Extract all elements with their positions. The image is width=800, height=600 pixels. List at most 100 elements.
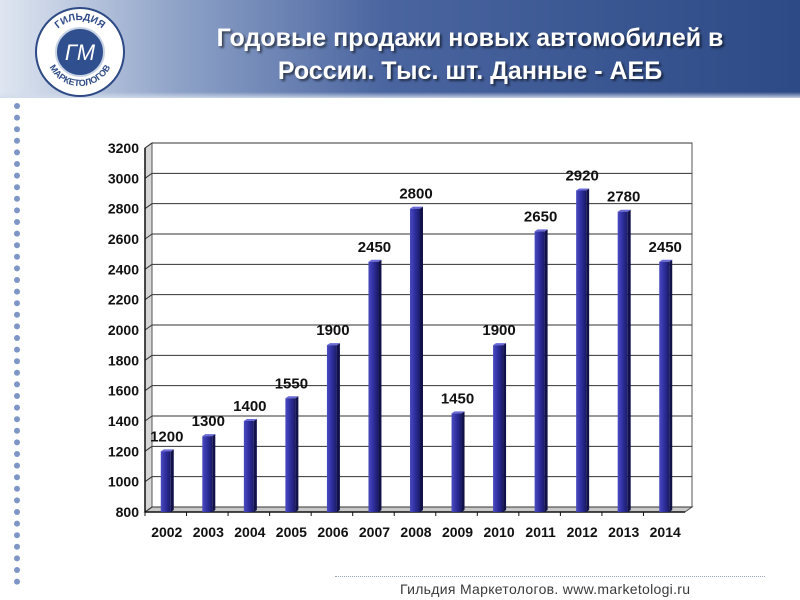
decorative-dot — [14, 520, 20, 527]
bar — [243, 421, 254, 512]
x-tick-label: 2003 — [193, 524, 224, 540]
bar-top — [451, 411, 465, 414]
bar-side — [544, 229, 548, 512]
bar-side — [212, 434, 216, 512]
gridline-side — [144, 476, 153, 483]
y-tick-label: 2800 — [108, 201, 139, 217]
bar — [285, 398, 296, 512]
gridline-side — [144, 263, 153, 270]
x-tick-label: 2006 — [317, 524, 348, 540]
bar — [160, 451, 171, 512]
bar — [659, 261, 670, 512]
gridline-side — [144, 445, 153, 452]
decorative-dot — [14, 416, 20, 423]
bar — [493, 345, 504, 512]
decorative-dot — [14, 288, 20, 295]
bar-side — [253, 419, 257, 512]
bar-top — [285, 396, 299, 399]
decorative-dot — [14, 137, 20, 144]
y-tick-label: 2400 — [108, 261, 139, 277]
data-label: 2800 — [399, 186, 432, 203]
decorative-dot — [14, 369, 20, 376]
bar-side — [378, 259, 382, 512]
decorative-dot — [14, 358, 20, 365]
y-tick-label: 800 — [116, 504, 140, 520]
decorative-dot — [14, 381, 20, 388]
decorative-dot — [14, 532, 20, 539]
gridline-side — [144, 324, 153, 331]
x-tick-label: 2008 — [400, 524, 431, 540]
bar-top — [368, 259, 382, 262]
bar-side — [586, 188, 590, 512]
x-tick-label: 2013 — [608, 524, 639, 540]
bar-side — [461, 411, 465, 512]
bar-top — [160, 449, 174, 452]
bar-side — [170, 449, 174, 512]
data-label: 2920 — [565, 167, 598, 184]
bar-top — [410, 206, 423, 209]
bar — [326, 345, 337, 512]
y-tick-label: 3200 — [108, 140, 139, 156]
bar-top — [202, 434, 216, 437]
decorative-dot — [14, 404, 20, 411]
sales-bar-chart: 800 1000 1200 1400 1600 1800 2000 2200 2400 2600 2… — [108, 140, 694, 540]
y-tick-label: 2200 — [108, 292, 139, 308]
decorative-dot — [14, 207, 20, 214]
y-tick-label: 1000 — [108, 474, 139, 490]
bar-side — [420, 206, 423, 512]
bar — [576, 190, 587, 512]
decorative-dot — [14, 578, 20, 585]
decorative-dot — [14, 242, 20, 249]
bar — [202, 436, 213, 512]
decorative-dot — [14, 126, 20, 133]
decorative-dot — [14, 393, 20, 399]
x-tick-label: 2002 — [151, 524, 182, 540]
decorative-dot — [14, 265, 20, 272]
data-label: 2650 — [524, 208, 557, 225]
decorative-dot — [14, 567, 20, 573]
x-tick-label: 2007 — [359, 524, 390, 540]
x-tick-label: 2009 — [442, 524, 473, 540]
decorative-dot — [14, 311, 20, 318]
bar — [617, 211, 628, 512]
y-tick-label: 1400 — [108, 413, 139, 429]
decorative-dots — [14, 103, 20, 585]
data-label: 1450 — [441, 390, 474, 407]
decorative-dot — [14, 300, 20, 307]
y-tick-label: 1200 — [108, 443, 139, 459]
decorative-dot — [14, 195, 20, 202]
x-tick-label: 2004 — [234, 524, 265, 540]
y-tick-label: 2000 — [108, 322, 139, 338]
bar — [451, 413, 462, 512]
decorative-dot — [14, 462, 20, 469]
decorative-dot — [14, 439, 20, 446]
bar — [368, 261, 379, 512]
y-tick-label: 3000 — [108, 170, 139, 186]
data-label: 1200 — [150, 428, 183, 445]
bar-side — [336, 343, 340, 512]
x-tick-label: 2014 — [650, 524, 681, 540]
decorative-dot — [14, 509, 20, 515]
gridline-side — [144, 203, 153, 210]
x-tick-label: 2005 — [276, 524, 307, 540]
page-title: Годовые продажи новых автомобилей в Росс… — [150, 22, 790, 88]
decorative-dot — [14, 555, 20, 562]
data-label: 1900 — [482, 322, 515, 339]
bar-side — [295, 396, 299, 512]
guild-logo: ГМ ГИЛЬДИЯ МАРКЕТОЛОГОВ — [35, 7, 125, 97]
title-line-1: Годовые продажи новых автомобилей в — [216, 24, 724, 52]
x-tick-label: 2012 — [567, 524, 598, 540]
x-tick-label: 2011 — [525, 524, 556, 540]
bar-side — [503, 343, 507, 512]
logo-monogram: ГМ — [65, 40, 96, 65]
decorative-dot — [14, 253, 20, 260]
decorative-dot — [14, 451, 20, 457]
decorative-dot — [14, 485, 20, 492]
gridline-side — [144, 506, 153, 513]
bar-top — [576, 188, 590, 191]
data-label: 2450 — [358, 239, 391, 256]
data-label: 1550 — [275, 375, 308, 392]
decorative-dot — [14, 230, 20, 237]
decorative-dot — [14, 474, 20, 481]
decorative-dot — [14, 543, 20, 550]
